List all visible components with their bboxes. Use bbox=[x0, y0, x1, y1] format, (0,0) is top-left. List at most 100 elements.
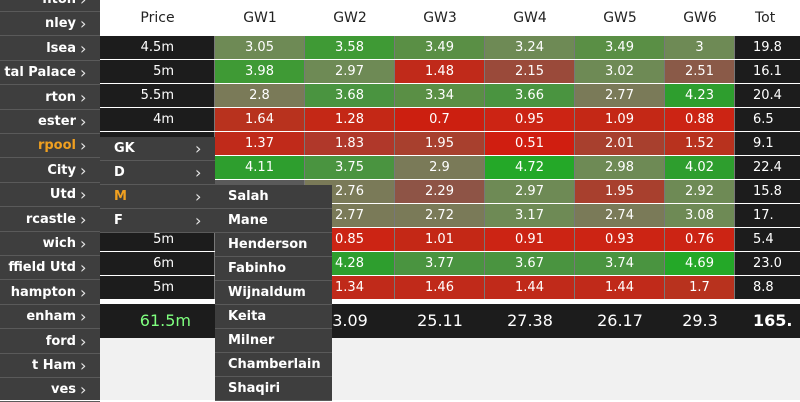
gw-cell: 1.44 bbox=[485, 276, 575, 299]
team-menu-item[interactable]: tal Palace › bbox=[0, 61, 100, 86]
gw-cell: 2.29 bbox=[395, 180, 485, 203]
player-item[interactable]: Chamberlain bbox=[215, 353, 332, 377]
gw-cell: 3.08 bbox=[665, 204, 735, 227]
gw-cell: 3.24 bbox=[485, 36, 575, 59]
column-header-tot[interactable]: Tot bbox=[755, 10, 776, 26]
chevron-right-icon: › bbox=[80, 307, 87, 327]
gw-cell: 1.95 bbox=[395, 132, 485, 155]
chevron-right-icon: › bbox=[80, 14, 87, 34]
team-menu-item[interactable]: rcastle › bbox=[0, 208, 100, 232]
gw-cell: 3.77 bbox=[395, 252, 485, 275]
chevron-right-icon: › bbox=[80, 258, 87, 278]
gw-cell: 2.8 bbox=[215, 84, 305, 107]
team-menu-item[interactable]: ester › bbox=[0, 110, 100, 134]
team-menu-item[interactable]: wich › bbox=[0, 232, 100, 256]
gw-cell: 3.17 bbox=[485, 204, 575, 227]
gw-cell: 3.74 bbox=[575, 252, 665, 275]
team-label: hton bbox=[42, 0, 76, 11]
gw-cell: 3.68 bbox=[305, 84, 395, 107]
total-sum: 165. bbox=[753, 311, 793, 330]
total-cell: 20.4 bbox=[735, 84, 800, 107]
team-label: rton bbox=[45, 89, 76, 105]
total-gw: 27.38 bbox=[507, 311, 553, 330]
team-menu-item[interactable]: City › bbox=[0, 159, 100, 183]
gw-cell: 3.02 bbox=[575, 60, 665, 83]
gw-cell: 0.95 bbox=[485, 108, 575, 131]
gw-cell: 2.74 bbox=[575, 204, 665, 227]
column-header-gw3[interactable]: GW3 bbox=[423, 10, 457, 26]
gw-cell: 1.28 bbox=[305, 108, 395, 131]
position-item-gk[interactable]: GK › bbox=[100, 137, 215, 161]
column-header-gw4[interactable]: GW4 bbox=[513, 10, 547, 26]
column-header-gw6[interactable]: GW6 bbox=[683, 10, 717, 26]
price-cell: 6m bbox=[100, 252, 215, 275]
gw-cell: 3.49 bbox=[575, 36, 665, 59]
player-item[interactable]: Fabinho bbox=[215, 257, 332, 281]
position-item-d[interactable]: D › bbox=[100, 161, 215, 185]
table-row: 4.5m 3.05 3.58 3.49 3.24 3.49 3 19.8 bbox=[100, 36, 800, 60]
price-cell: 4.5m bbox=[100, 36, 215, 59]
total-cell: 6.5 bbox=[735, 108, 800, 131]
chevron-right-icon: › bbox=[195, 139, 202, 158]
team-menu-item[interactable]: ves › bbox=[0, 378, 100, 402]
gw-cell: 3.05 bbox=[215, 36, 305, 59]
position-item-f[interactable]: F › bbox=[100, 209, 215, 233]
column-header-gw5[interactable]: GW5 bbox=[603, 10, 637, 26]
column-header-price[interactable]: Price bbox=[140, 10, 175, 26]
player-item[interactable]: Wijnaldum bbox=[215, 281, 332, 305]
total-gw: 26.17 bbox=[597, 311, 643, 330]
total-cell: 8.8 bbox=[735, 276, 800, 299]
team-menu-item[interactable]: t Ham › bbox=[0, 354, 100, 378]
team-menu-item[interactable]: enham › bbox=[0, 305, 100, 330]
team-menu-item[interactable]: Utd › bbox=[0, 183, 100, 208]
table-row: 5m 3.98 2.97 1.48 2.15 3.02 2.51 16.1 bbox=[100, 60, 800, 84]
team-menu-item[interactable]: ford › bbox=[0, 330, 100, 354]
column-header-gw1[interactable]: GW1 bbox=[243, 10, 277, 26]
gw-cell: 2.72 bbox=[395, 204, 485, 227]
column-header-gw2[interactable]: GW2 bbox=[333, 10, 367, 26]
total-cell: 5.4 bbox=[735, 228, 800, 251]
chevron-right-icon: › bbox=[195, 187, 202, 206]
team-menu-item[interactable]: nley › bbox=[0, 12, 100, 37]
team-menu-item[interactable]: rpool › bbox=[0, 134, 100, 159]
team-label: wich bbox=[42, 236, 76, 251]
team-menu-item[interactable]: rton › bbox=[0, 86, 100, 110]
gw-cell: 3.49 bbox=[395, 36, 485, 59]
gw-cell: 1.48 bbox=[395, 60, 485, 83]
total-gw: 25.11 bbox=[417, 311, 463, 330]
chevron-right-icon: › bbox=[80, 234, 87, 253]
gw-cell: 0.88 bbox=[665, 108, 735, 131]
player-label: Henderson bbox=[228, 237, 308, 252]
team-menu-item[interactable]: hampton › bbox=[0, 281, 100, 305]
total-gw: 29.3 bbox=[682, 311, 718, 330]
player-item[interactable]: Milner bbox=[215, 329, 332, 353]
gw-cell: 2.97 bbox=[305, 60, 395, 83]
gw-cell: 4.23 bbox=[665, 84, 735, 107]
team-menu-item[interactable]: hton › bbox=[0, 0, 100, 12]
table-row: 6m 4.28 3.77 3.67 3.74 4.69 23.0 bbox=[100, 252, 800, 276]
player-item[interactable]: Shaqiri bbox=[215, 377, 332, 401]
player-item[interactable]: Henderson bbox=[215, 233, 332, 257]
gw-cell: 3 bbox=[665, 36, 735, 59]
gw-cell: 0.7 bbox=[395, 108, 485, 131]
team-menu-item[interactable]: lsea › bbox=[0, 37, 100, 61]
player-item[interactable]: Salah bbox=[215, 185, 332, 209]
gw-cell: 4.02 bbox=[665, 156, 735, 179]
total-cell: 15.8 bbox=[735, 180, 800, 203]
position-submenu: GK › D › M › F › bbox=[100, 137, 215, 233]
gw-cell: 0.76 bbox=[665, 228, 735, 251]
team-label: hampton bbox=[10, 284, 76, 300]
total-cell: 16.1 bbox=[735, 60, 800, 83]
gw-cell: 2.01 bbox=[575, 132, 665, 155]
position-label: M bbox=[114, 189, 127, 204]
total-cell: 23.0 bbox=[735, 252, 800, 275]
total-cell: 19.8 bbox=[735, 36, 800, 59]
position-item-m[interactable]: M › bbox=[100, 185, 215, 209]
team-menu-item[interactable]: ffield Utd › bbox=[0, 256, 100, 281]
gw-cell: 2.97 bbox=[485, 180, 575, 203]
chevron-right-icon: › bbox=[195, 211, 202, 230]
player-item[interactable]: Mane bbox=[215, 209, 332, 233]
gw-cell: 1.46 bbox=[395, 276, 485, 299]
player-item[interactable]: Keita bbox=[215, 305, 332, 329]
player-label: Salah bbox=[228, 189, 269, 204]
